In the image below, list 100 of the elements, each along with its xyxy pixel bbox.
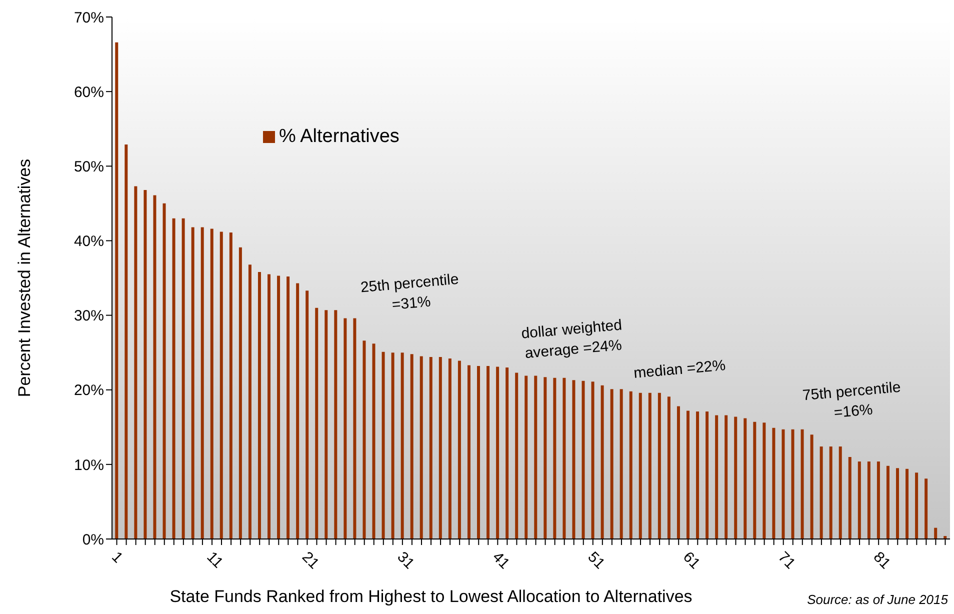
bar <box>410 354 414 539</box>
bar <box>896 468 900 539</box>
bar <box>810 434 814 539</box>
bar <box>658 392 661 539</box>
bar <box>506 367 509 539</box>
bar <box>353 318 356 539</box>
bar <box>867 461 870 539</box>
bar <box>334 310 338 539</box>
bar <box>115 42 118 539</box>
bar <box>400 352 404 539</box>
y-tick-label: 50% <box>74 158 104 176</box>
bar <box>306 290 309 539</box>
bar <box>448 358 452 539</box>
bar <box>638 392 642 539</box>
bar <box>515 372 518 539</box>
bar <box>544 377 547 539</box>
bar <box>429 357 432 539</box>
bar <box>248 264 252 539</box>
bar <box>134 186 138 539</box>
bar <box>724 415 728 539</box>
bar <box>391 352 394 539</box>
bar <box>286 276 290 539</box>
bar <box>524 376 528 539</box>
bar <box>172 218 176 539</box>
y-axis-title: Percent Invested in Alternatives <box>15 158 34 398</box>
bar <box>610 389 614 539</box>
bar <box>486 366 490 539</box>
bar <box>420 356 423 539</box>
bar <box>820 446 823 539</box>
bar <box>315 308 318 539</box>
y-tick-label: 40% <box>74 233 104 250</box>
bar <box>591 382 594 539</box>
source-note: Source: as of June 2015 <box>807 592 949 607</box>
bar <box>629 391 632 539</box>
bar <box>258 272 261 539</box>
bar <box>458 360 461 539</box>
bar <box>438 357 442 539</box>
bar <box>734 416 738 539</box>
bar <box>362 340 366 539</box>
bar <box>344 318 347 539</box>
x-axis-title: State Funds Ranked from Highest to Lowest Allocation to Alternatives <box>170 587 692 606</box>
annotation: dollar weighted average =24% <box>520 316 623 362</box>
bar <box>762 422 766 539</box>
bar <box>620 389 623 539</box>
x-tick-label: 11 <box>203 548 226 572</box>
bar <box>800 429 804 539</box>
bar <box>934 528 938 539</box>
bar <box>534 376 538 539</box>
bar <box>676 406 680 539</box>
bar <box>696 411 700 539</box>
bar <box>200 227 204 539</box>
bar <box>268 274 271 539</box>
y-tick-label: 60% <box>74 84 104 101</box>
bar <box>782 429 785 539</box>
bar <box>886 466 890 539</box>
legend-label: % Alternatives <box>279 126 400 148</box>
bar <box>153 195 156 539</box>
y-tick-label: 20% <box>74 382 104 400</box>
annotation: 75th percentile =16% <box>802 378 902 422</box>
bar <box>848 456 852 539</box>
bar <box>277 276 280 539</box>
bar <box>906 468 909 539</box>
bar <box>829 446 832 539</box>
x-tick-label: 41 <box>489 548 513 572</box>
bar <box>467 365 470 539</box>
y-tick-label: 0% <box>82 531 104 548</box>
bar <box>838 446 842 539</box>
bar <box>182 218 185 539</box>
bar <box>744 418 747 539</box>
x-tick-label: 1 <box>108 548 126 567</box>
bar <box>162 203 166 539</box>
bar <box>582 380 585 539</box>
bar <box>553 378 556 539</box>
bar <box>477 366 480 539</box>
bar <box>600 385 604 539</box>
annotation: 25th percentile =31% <box>360 270 460 314</box>
bar <box>382 352 385 539</box>
x-tick-label: 31 <box>394 548 418 572</box>
y-tick-label: 10% <box>74 456 104 474</box>
bar <box>648 392 652 539</box>
bar <box>572 380 576 539</box>
bar <box>210 228 214 539</box>
bar <box>562 378 566 539</box>
bar <box>372 344 376 539</box>
bar <box>238 247 242 539</box>
bar <box>753 422 756 539</box>
x-tick-label: 71 <box>774 548 799 572</box>
bar <box>124 144 128 539</box>
bar <box>686 410 690 539</box>
x-tick-label: 81 <box>870 548 894 572</box>
bar <box>191 227 194 539</box>
bar <box>324 310 328 539</box>
bar <box>229 232 232 539</box>
bar <box>715 415 718 539</box>
annotation: median =22% <box>632 357 726 382</box>
bar <box>220 232 223 539</box>
y-tick-label: 30% <box>74 308 104 325</box>
bar <box>772 428 776 539</box>
bar <box>791 429 794 539</box>
bar <box>667 396 670 539</box>
